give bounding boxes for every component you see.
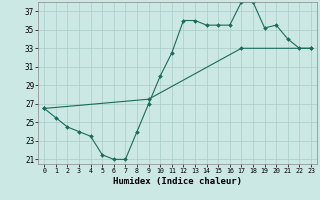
X-axis label: Humidex (Indice chaleur): Humidex (Indice chaleur) bbox=[113, 177, 242, 186]
